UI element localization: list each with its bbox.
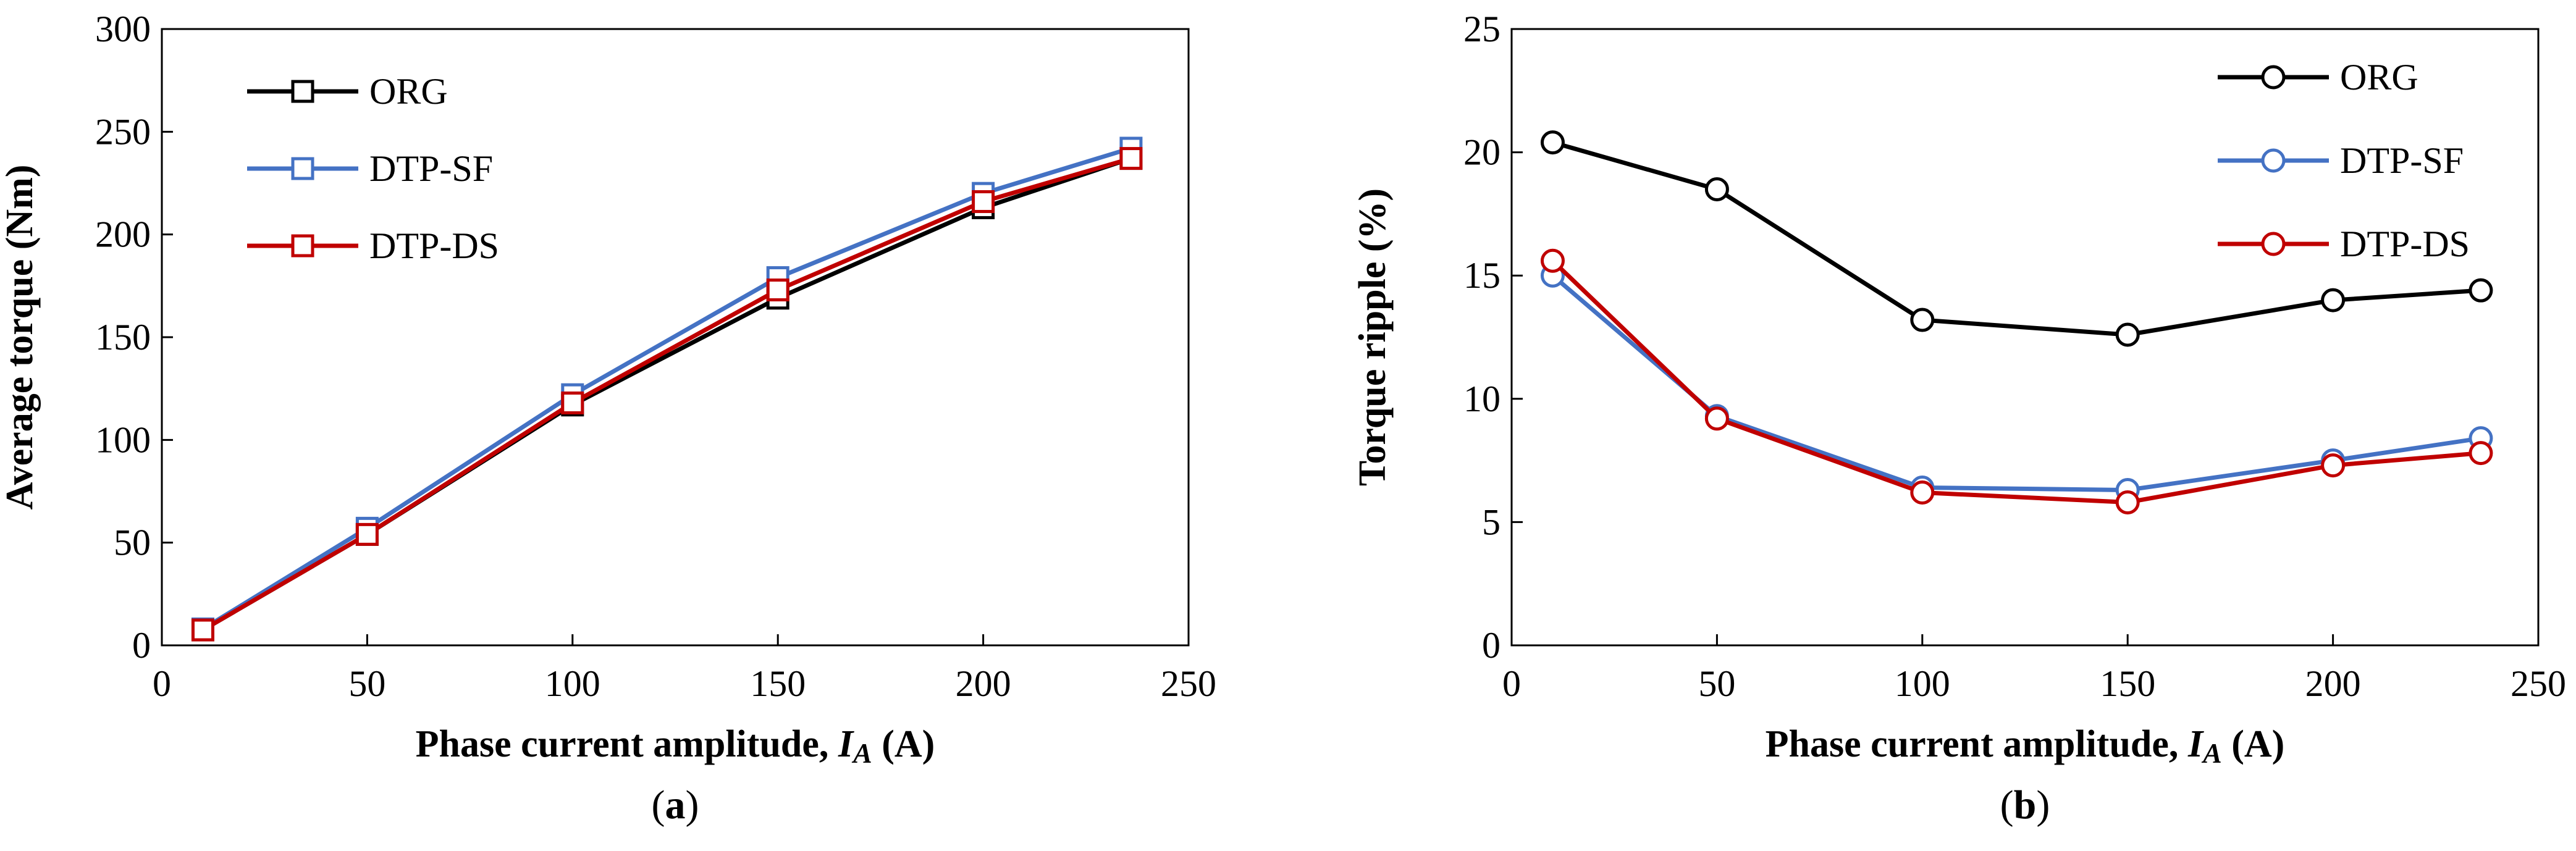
- legend-marker: [291, 234, 314, 258]
- data-point: [2469, 278, 2493, 303]
- legend-label: ORG: [369, 71, 448, 112]
- data-point: [972, 190, 995, 213]
- x-tick-label: 250: [1161, 663, 1216, 704]
- data-point: [1540, 248, 1565, 273]
- y-axis-title: Torque ripple (%): [1352, 188, 1394, 486]
- data-point: [1540, 130, 1565, 155]
- data-point: [1704, 406, 1729, 431]
- legend-marker: [2261, 232, 2286, 256]
- y-tick-label: 0: [1482, 625, 1501, 666]
- x-tick-label: 50: [1698, 663, 1735, 704]
- x-axis-title: Phase current amplitude, IA (A): [416, 723, 935, 769]
- y-tick-label: 25: [1463, 9, 1501, 49]
- series-line: [201, 156, 1132, 632]
- x-tick-label: 150: [2100, 663, 2155, 704]
- y-tick-label: 150: [95, 317, 151, 358]
- data-point: [766, 278, 789, 301]
- legend-marker: [2261, 148, 2286, 173]
- legend-label: DTP-DS: [2340, 224, 2470, 264]
- x-tick-label: 100: [545, 663, 600, 704]
- data-point: [1910, 480, 1935, 505]
- legend-marker: [291, 80, 314, 103]
- panel-label: (b): [2000, 782, 2050, 828]
- x-tick-label: 100: [1895, 663, 1950, 704]
- data-point: [1910, 308, 1935, 332]
- x-tick-label: 50: [348, 663, 385, 704]
- data-point: [2469, 441, 2493, 466]
- legend: ORG DTP-SF DTP-DS: [2218, 57, 2470, 264]
- data-point: [1704, 177, 1729, 201]
- legend-label: ORG: [2340, 57, 2418, 98]
- x-tick-label: 0: [153, 663, 171, 704]
- series-dtp-sf: [191, 136, 1143, 640]
- panel-label: (a): [652, 782, 699, 828]
- series-org: [1540, 130, 2493, 347]
- y-tick-label: 100: [95, 419, 151, 460]
- legend-marker: [291, 157, 314, 180]
- data-point: [2115, 322, 2140, 347]
- x-tick-label: 250: [2511, 663, 2566, 704]
- data-point: [191, 618, 214, 642]
- series-line: [201, 146, 1132, 631]
- series-dtp-ds: [191, 147, 1143, 642]
- x-tick-label: 200: [2305, 663, 2361, 704]
- x-tick-label: 0: [1502, 663, 1521, 704]
- panel-a-torque-chart: 0 50 100 150 200 250 300 0 50 100 150 200 250 Average…: [0, 9, 1216, 828]
- data-point: [2321, 288, 2346, 312]
- legend-label: DTP-SF: [369, 148, 493, 189]
- y-tick-label: 10: [1463, 379, 1501, 419]
- data-point: [2321, 453, 2346, 478]
- series-line: [201, 156, 1132, 632]
- y-tick-label: 50: [114, 522, 151, 563]
- series-line: [1551, 259, 2481, 505]
- y-tick-label: 5: [1482, 501, 1501, 542]
- series-dtp-ds: [1540, 248, 2493, 514]
- y-tick-label: 200: [95, 214, 151, 255]
- plot-area-frame: [1510, 28, 2540, 647]
- y-tick-label: 300: [95, 9, 151, 49]
- x-axis-title: Phase current amplitude, IA (A): [1766, 723, 2285, 769]
- x-tick-label: 200: [956, 663, 1011, 704]
- legend-label: DTP-DS: [369, 225, 499, 266]
- series-line: [1552, 140, 2481, 337]
- series-org: [191, 147, 1143, 642]
- y-axis-title: Average torque (Nm): [0, 165, 41, 510]
- data-point: [2115, 490, 2140, 514]
- data-point: [561, 391, 584, 414]
- x-tick-label: 150: [750, 663, 806, 704]
- y-tick-label: 250: [95, 111, 151, 152]
- data-point: [355, 522, 379, 546]
- y-tick-label: 15: [1463, 255, 1501, 296]
- y-tick-label: 20: [1463, 132, 1501, 173]
- legend: ORG DTP-SF DTP-DS: [247, 71, 499, 266]
- legend-label: DTP-SF: [2340, 140, 2464, 181]
- y-tick-label: 0: [132, 625, 151, 666]
- legend-marker: [2261, 65, 2286, 90]
- data-point: [1119, 147, 1143, 170]
